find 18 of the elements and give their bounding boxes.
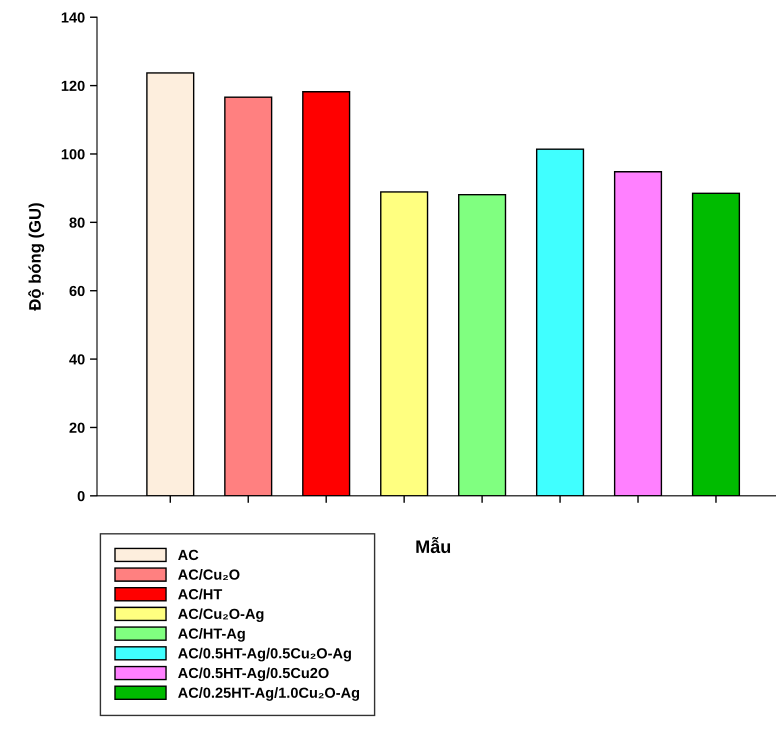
legend-label: AC/0.25HT-Ag/1.0Cu₂O-Ag (178, 687, 360, 701)
y-tick-label: 120 (62, 80, 85, 92)
y-tick-label: 0 (78, 490, 85, 502)
legend-label: AC/0.5HT-Ag/0.5Cu₂O-Ag (178, 648, 351, 662)
legend-label: AC/0.5HT-Ag/0.5Cu2O (178, 667, 329, 682)
y-tick-label: 40 (69, 354, 85, 365)
x-axis-title: Mẫu (416, 537, 450, 554)
legend-label: AC/Cu₂O-Ag (178, 608, 264, 622)
legend-label: AC/HT (178, 588, 222, 600)
legend-label: AC/HT-Ag (178, 628, 245, 642)
legend-label: AC (178, 550, 198, 560)
y-tick-label: 140 (62, 12, 85, 23)
legend-label: AC/Cu₂O (178, 569, 240, 580)
y-axis-title: Độ bóng (GU) (28, 203, 44, 311)
y-tick-label: 100 (62, 149, 85, 160)
y-tick-label: 20 (69, 422, 85, 433)
y-tick-label: 60 (70, 286, 85, 296)
y-tick-label: 80 (69, 217, 85, 228)
